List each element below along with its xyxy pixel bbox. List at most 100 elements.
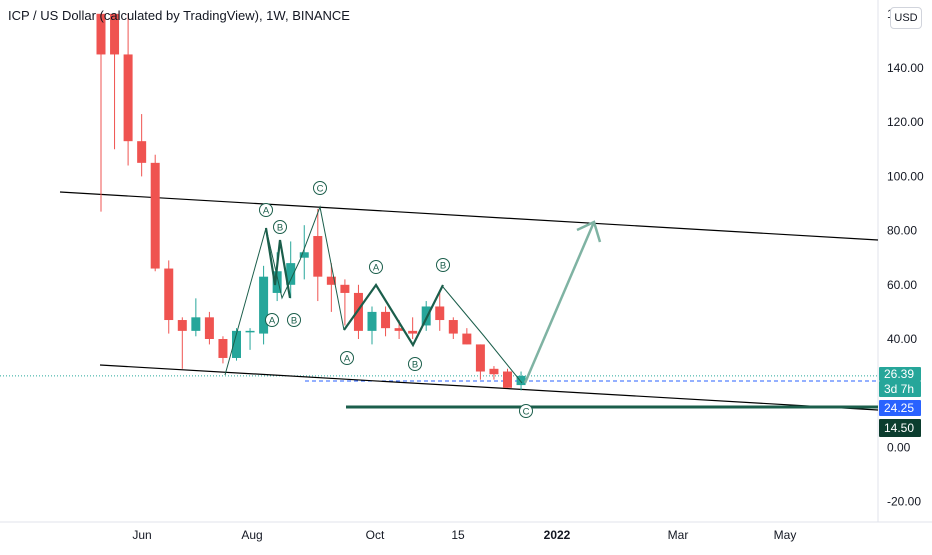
y-tick-label: 100.00 xyxy=(887,169,924,183)
wave-label-circle xyxy=(265,313,279,327)
wave-label-text: A xyxy=(344,354,351,365)
wave-label-circle xyxy=(369,260,383,274)
x-tick-label: May xyxy=(774,528,797,542)
y-tick-label: -20.00 xyxy=(887,495,921,509)
wave-label-circle xyxy=(408,357,422,371)
wave-label[interactable]: C xyxy=(519,404,533,418)
wave-label-text: A xyxy=(263,206,270,217)
wave-label[interactable]: B xyxy=(408,357,422,371)
grid-layer xyxy=(0,0,932,523)
y-tick-label: 0.00 xyxy=(887,440,911,454)
x-tick-label: 15 xyxy=(451,528,465,542)
support-price-label-bg xyxy=(879,419,921,437)
candle-body xyxy=(245,330,255,333)
candle-body xyxy=(299,252,309,258)
candle-body xyxy=(313,236,323,277)
wave-abc-left[interactable] xyxy=(224,205,345,376)
y-tick-label: 80.00 xyxy=(887,224,917,238)
y-tick-label: 140.00 xyxy=(887,61,924,75)
channel-lower-line[interactable] xyxy=(99,364,879,411)
countdown-label: 3d 7h xyxy=(879,381,921,397)
x-tick-label: Aug xyxy=(241,528,262,542)
projection-arrow[interactable] xyxy=(523,221,596,384)
wave-label[interactable]: B xyxy=(436,258,450,272)
candle-body xyxy=(286,263,296,285)
candle-body xyxy=(137,141,147,163)
candle-body xyxy=(123,54,133,142)
wave-label[interactable]: A xyxy=(340,351,354,365)
wave-label-text: B xyxy=(412,360,418,371)
last-price-label-bg xyxy=(879,367,921,381)
wave-label-text: C xyxy=(523,407,530,418)
candle-body xyxy=(191,317,201,331)
countdown-label-bg xyxy=(879,381,921,397)
candles-layer xyxy=(96,13,526,391)
projection-arrow-head xyxy=(576,220,602,243)
y-tick-label: 60.00 xyxy=(887,278,917,292)
time-axis[interactable]: Jun Aug Oct 15 2022 Mar May xyxy=(132,528,796,542)
candle-body xyxy=(516,375,526,386)
wave-label[interactable]: A xyxy=(369,260,383,274)
chart-title: ICP / US Dollar (calculated by TradingVi… xyxy=(8,8,350,23)
candle-body xyxy=(503,371,512,388)
wave-zigzag-left[interactable] xyxy=(264,227,292,299)
channel-upper-line[interactable] xyxy=(59,191,879,241)
candle-body xyxy=(232,330,241,358)
wave-label-text: C xyxy=(317,184,324,195)
candle-body xyxy=(150,162,160,269)
wave-label-text: A xyxy=(373,263,380,274)
last-price-label: 26.39 xyxy=(879,367,921,381)
x-tick-label: 2022 xyxy=(544,528,571,542)
candle-body xyxy=(259,276,269,334)
candle-body xyxy=(448,320,458,334)
currency-button[interactable]: USD xyxy=(890,7,922,29)
candle-body xyxy=(340,284,350,293)
wave-label[interactable]: A xyxy=(265,313,279,327)
candle-body xyxy=(435,306,445,321)
support-price-label: 14.50 xyxy=(879,419,921,437)
wave-label-circle xyxy=(340,351,354,365)
x-tick-label: Oct xyxy=(366,528,385,542)
countdown-label-text: 3d 7h xyxy=(884,382,914,396)
x-tick-label: Mar xyxy=(668,528,689,542)
wave-label-circle xyxy=(273,220,287,234)
wave-label-text: B xyxy=(440,261,446,272)
wave-label-circle xyxy=(287,313,301,327)
candle-body xyxy=(204,317,214,339)
wave-label-circle xyxy=(259,203,273,217)
candle-body xyxy=(353,292,363,331)
wave-label-circle xyxy=(519,404,533,418)
candle-body xyxy=(164,268,174,321)
wave-label-text: B xyxy=(291,316,297,327)
wave-label-text: A xyxy=(269,316,276,327)
support-price-label-text: 14.50 xyxy=(884,421,914,435)
candle-body xyxy=(110,13,120,55)
wave-c-right[interactable] xyxy=(442,286,523,384)
candle-body xyxy=(489,368,499,375)
candle-body xyxy=(462,333,472,345)
blue-price-label-text: 24.25 xyxy=(884,401,914,415)
blue-price-label: 24.25 xyxy=(879,400,921,416)
y-tick-label: 40.00 xyxy=(887,332,917,346)
candle-body xyxy=(326,276,336,285)
wave-label-circle xyxy=(436,258,450,272)
wave-label-text: B xyxy=(277,223,283,234)
wave-label[interactable]: B xyxy=(273,220,287,234)
wave-label-circle xyxy=(313,181,327,195)
candle-body xyxy=(394,328,404,331)
last-price-label-text: 26.39 xyxy=(884,367,914,381)
wave-label[interactable]: A xyxy=(259,203,273,217)
candle-body xyxy=(381,311,391,329)
y-tick-label: 120.00 xyxy=(887,115,924,129)
candle-body xyxy=(475,344,485,372)
candle-body xyxy=(177,320,187,331)
candle-body xyxy=(367,311,377,331)
x-tick-label: Jun xyxy=(132,528,151,542)
wave-zigzag-middle[interactable] xyxy=(343,283,444,348)
wave-label[interactable]: C xyxy=(313,181,327,195)
candle-body xyxy=(421,306,431,326)
wave-label[interactable]: B xyxy=(287,313,301,327)
